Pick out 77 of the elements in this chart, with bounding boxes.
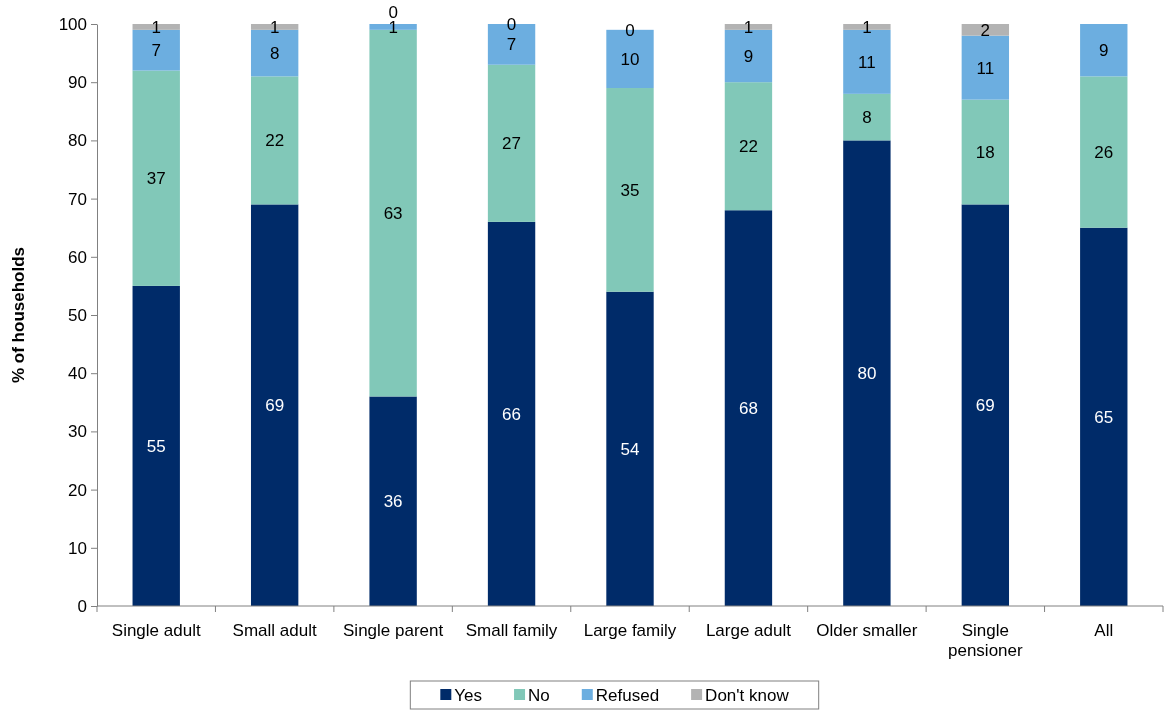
data-label: 69 [975, 396, 995, 416]
bar [606, 291, 654, 606]
data-label: 35 [620, 180, 640, 200]
data-label: 26 [1094, 142, 1114, 162]
y-tick-label: 20 [68, 480, 87, 500]
bar [250, 204, 299, 606]
data-label: 2 [980, 20, 991, 40]
data-label: 9 [1099, 41, 1109, 61]
x-tick-label: Large family [583, 621, 677, 640]
y-axis-title: % of households [9, 247, 28, 383]
data-label: 22 [265, 131, 285, 151]
data-label: 36 [383, 492, 403, 512]
bar [724, 210, 773, 606]
x-tick-label: Large adult [705, 621, 792, 640]
data-label: 66 [502, 404, 522, 424]
y-tick-label: 50 [68, 305, 87, 325]
data-label: 7 [506, 35, 517, 55]
x-tick-label: Older smaller [816, 621, 918, 640]
bar [606, 88, 654, 292]
bar [250, 76, 299, 205]
x-tick-label: All [1094, 621, 1114, 640]
data-label: 63 [383, 204, 403, 224]
bar [843, 140, 891, 606]
legend-label: Don't know [705, 685, 790, 705]
data-label: 11 [976, 58, 995, 78]
data-label: 22 [738, 137, 758, 157]
data-label: 0 [388, 2, 398, 22]
x-tick-label: Small adult [232, 621, 317, 640]
data-label: 7 [151, 41, 161, 61]
data-label: 18 [975, 142, 995, 162]
data-label: 9 [743, 46, 754, 66]
y-tick-label: 60 [68, 247, 87, 267]
y-tick-label: 0 [77, 596, 87, 616]
bar [961, 24, 1010, 36]
bar [961, 35, 1010, 100]
legend-label: No [528, 685, 550, 705]
bar [843, 93, 891, 141]
y-tick-label: 90 [68, 73, 87, 93]
y-tick-label: 80 [68, 131, 87, 151]
data-label: 10 [620, 49, 640, 69]
data-label: 54 [620, 439, 640, 459]
data-label: 37 [146, 169, 166, 189]
y-tick-label: 40 [68, 364, 87, 384]
data-label: 11 [858, 52, 876, 72]
bar [1080, 227, 1128, 606]
data-label: 55 [146, 436, 166, 456]
bar [1080, 24, 1128, 77]
x-tick-label: Single adult [111, 621, 201, 640]
legend-label: Yes [454, 685, 483, 705]
x-tick-label: Single parent [343, 621, 444, 640]
bar [487, 221, 536, 606]
data-label: 65 [1094, 407, 1114, 427]
data-label: 80 [857, 364, 877, 384]
data-label: 1 [269, 17, 280, 37]
bar [961, 99, 1010, 205]
bar [487, 64, 536, 222]
bar [724, 82, 773, 211]
y-tick-label: 100 [58, 14, 87, 34]
bar [961, 204, 1010, 606]
y-tick-label: 10 [68, 538, 87, 558]
y-tick-label: 70 [68, 189, 87, 209]
bar [369, 396, 417, 606]
bar [132, 70, 180, 286]
data-label: 69 [265, 396, 285, 416]
data-label: 27 [502, 134, 522, 154]
x-tick-label: Small family [465, 621, 558, 640]
bar [132, 285, 180, 606]
x-tick-label: Single pensioner [948, 621, 1023, 661]
legend-label: Refused [595, 685, 660, 705]
bar [1080, 76, 1128, 228]
data-label: 68 [738, 399, 758, 419]
data-label: 1 [862, 17, 872, 37]
data-label: 8 [269, 44, 280, 64]
data-label: 8 [862, 108, 872, 128]
y-tick-label: 30 [68, 422, 87, 442]
data-label: 1 [151, 17, 161, 37]
data-label: 1 [743, 17, 754, 37]
